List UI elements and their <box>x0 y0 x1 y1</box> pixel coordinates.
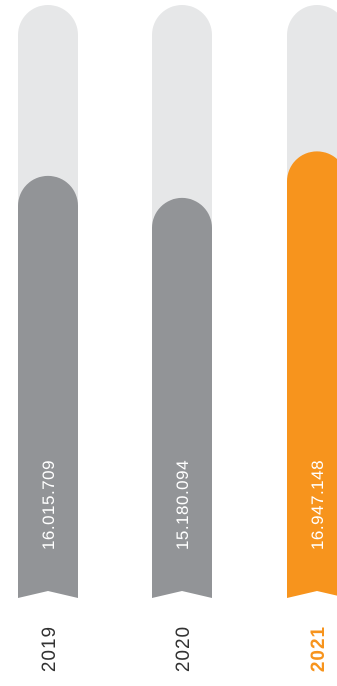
year-label-2019: 2019 <box>39 626 60 672</box>
year-label-2021: 2021 <box>308 626 329 672</box>
value-label-2021: 16.947.148 <box>308 460 327 550</box>
year-labels: 2019 2020 2021 <box>39 626 329 672</box>
value-label-2019: 16.015.709 <box>39 460 58 550</box>
year-label-2020: 2020 <box>173 626 194 672</box>
value-labels: 16.015.709 15.180.094 16.947.148 <box>39 460 327 550</box>
value-label-2020: 15.180.094 <box>173 460 192 550</box>
